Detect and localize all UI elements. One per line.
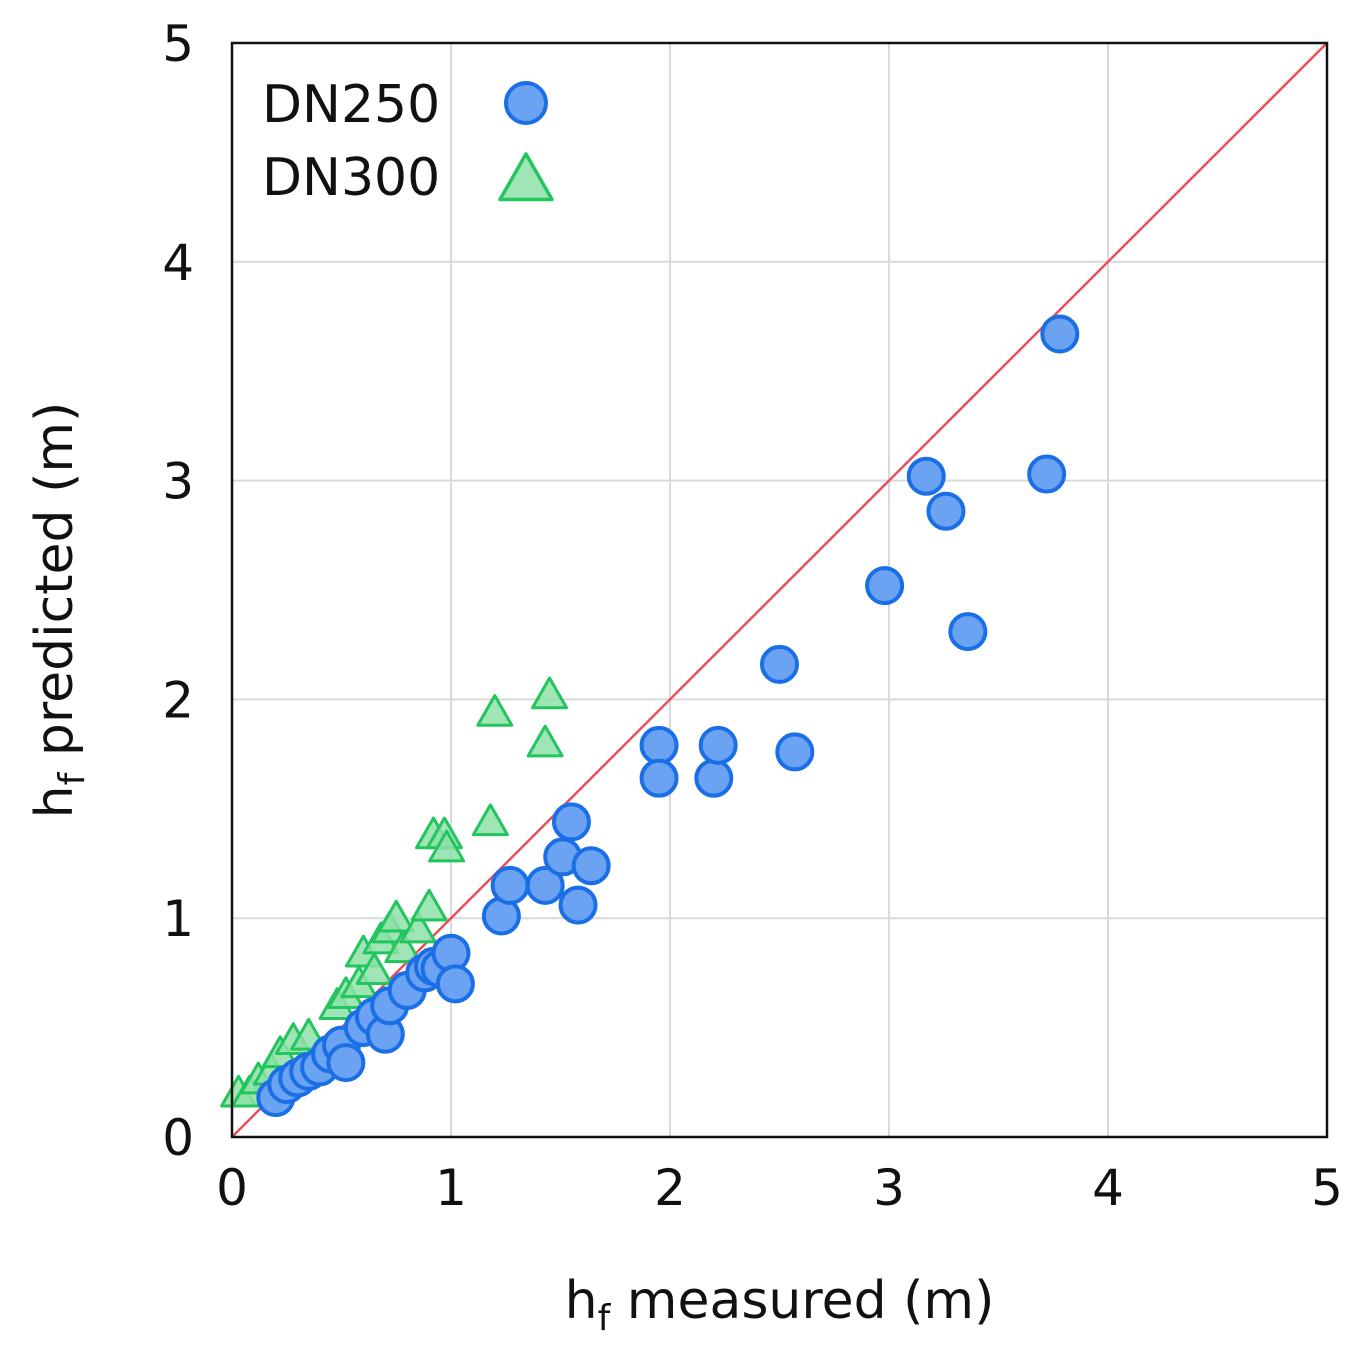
point-dn250-31 <box>865 566 905 606</box>
legend-label-dn300: DN300 <box>262 148 440 208</box>
point-dn250-17 <box>435 964 475 1004</box>
x-tick-label: 4 <box>1092 1159 1124 1217</box>
x-axis-title: hf measured (m) <box>565 1271 995 1339</box>
x-tick-label: 2 <box>654 1159 686 1217</box>
y-tick-label: 1 <box>162 890 194 948</box>
plot-frame <box>230 41 1329 1139</box>
point-dn300-11 <box>355 952 393 985</box>
point-dn250-19 <box>490 865 530 905</box>
x-tick-labels: 0 1 2 3 4 5 <box>216 1159 1343 1217</box>
x-tick-label: 1 <box>435 1159 467 1217</box>
x-tick-label: 0 <box>216 1159 248 1217</box>
legend-label-dn250: DN250 <box>262 75 440 135</box>
y-tick-label: 4 <box>162 234 194 292</box>
point-dn300-21 <box>471 803 509 837</box>
point-dn250-24 <box>571 846 611 886</box>
point-dn250-30 <box>775 732 815 772</box>
legend-marker-dn250 <box>504 81 548 125</box>
point-dn300-20 <box>428 829 466 863</box>
x-tick-label: 5 <box>1311 1159 1343 1217</box>
y-tick-label: 3 <box>162 453 194 511</box>
point-dn250-35 <box>1027 454 1067 494</box>
point-dn300-14 <box>377 899 415 933</box>
point-dn250-23 <box>558 885 598 925</box>
point-dn300-22 <box>476 694 514 727</box>
x-tick-label: 3 <box>873 1159 905 1217</box>
point-dn250-20 <box>525 865 565 905</box>
point-dn250-36 <box>1040 314 1080 354</box>
point-dn300-15 <box>384 930 422 964</box>
points-layer <box>220 314 1080 1118</box>
y-tick-label: 0 <box>162 1109 194 1167</box>
point-dn300-24 <box>531 676 569 710</box>
point-dn250-32 <box>906 456 946 496</box>
legend: DN250 DN300 <box>262 75 554 208</box>
point-dn250-26 <box>639 758 679 798</box>
y-axis-title: hf predicted (m) <box>25 402 93 819</box>
point-dn300-23 <box>526 724 564 758</box>
point-dn250-29 <box>760 644 799 684</box>
point-dn300-17 <box>410 888 448 922</box>
point-dn300-16 <box>399 910 437 944</box>
y-tick-label: 2 <box>162 671 194 729</box>
point-dn250-34 <box>948 612 988 652</box>
point-dn250-7 <box>326 1043 366 1083</box>
point-dn250-28 <box>698 725 738 765</box>
point-dn250-33 <box>926 491 966 531</box>
point-dn250-22 <box>551 802 591 842</box>
point-dn250-25 <box>639 725 679 765</box>
y-tick-label: 5 <box>162 15 194 73</box>
y-tick-labels: 0 1 2 3 4 5 <box>162 15 194 1167</box>
point-dn250-27 <box>694 758 734 798</box>
legend-marker-dn300 <box>498 152 554 202</box>
